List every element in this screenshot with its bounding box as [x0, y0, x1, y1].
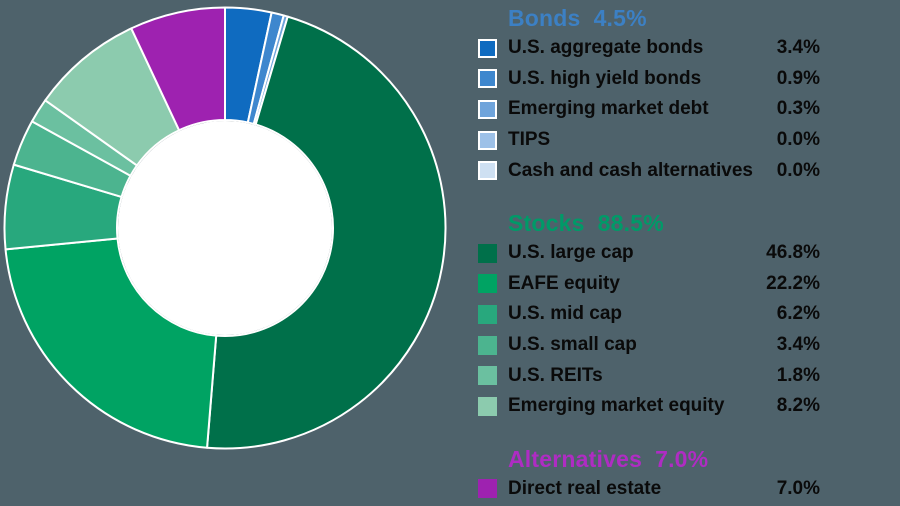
- section-title: Stocks: [508, 209, 585, 236]
- legend-item: U.S. mid cap 6.2%: [478, 299, 820, 330]
- donut-hole: [118, 121, 332, 335]
- legend-item-label: Emerging market debt: [508, 98, 709, 120]
- legend-item-label: EAFE equity: [508, 272, 620, 294]
- legend-item: EAFE equity 22.2%: [478, 269, 820, 300]
- legend-item: Emerging market equity 8.2%: [478, 391, 820, 422]
- legend-item: Cash and cash alternatives 0.0%: [478, 155, 820, 186]
- legend-section-stocks: Stocks 88.5% U.S. large cap 46.8% EAFE equit…: [478, 210, 820, 422]
- donut-segment: [130, 6, 226, 132]
- legend-item-value: 1.8%: [776, 364, 820, 386]
- legend-item-value: 3.4%: [776, 334, 820, 356]
- legend-item-label: TIPS: [508, 129, 551, 151]
- legend-section-bonds: Bonds 4.5% U.S. aggregate bonds 3.4% U.S. hi…: [478, 5, 820, 186]
- legend-section-header: Bonds 4.5%: [508, 5, 820, 31]
- donut-chart: [3, 6, 447, 450]
- legend-item-value: 0.3%: [776, 98, 820, 120]
- legend-swatch-icon: [478, 396, 497, 416]
- legend-item: U.S. REITs 1.8%: [478, 360, 820, 391]
- legend-swatch-icon: [478, 130, 497, 150]
- legend-item-value: 8.2%: [776, 395, 820, 417]
- legend-item-label: U.S. small cap: [508, 334, 637, 356]
- donut-segment: [206, 15, 447, 450]
- legend: Bonds 4.5% U.S. aggregate bonds 3.4% U.S. hi…: [478, 5, 820, 504]
- section-total: 4.5%: [593, 5, 647, 31]
- legend-swatch-icon: [478, 99, 497, 119]
- legend-swatch-icon: [478, 161, 497, 181]
- legend-item-value: 6.2%: [776, 303, 820, 325]
- legend-item-value: 46.8%: [766, 242, 820, 264]
- legend-item-value: 0.9%: [776, 67, 820, 89]
- legend-item-label: Cash and cash alternatives: [508, 159, 753, 181]
- section-title: Alternatives: [508, 445, 643, 472]
- legend-item-value: 22.2%: [766, 272, 820, 294]
- legend-swatch-icon: [478, 274, 497, 294]
- legend-swatch-icon: [478, 479, 497, 499]
- legend-item-label: U.S. mid cap: [508, 303, 623, 325]
- legend-item: U.S. small cap 3.4%: [478, 330, 820, 361]
- legend-item: Emerging market debt 0.3%: [478, 94, 820, 125]
- legend-item: TIPS 0.0%: [478, 125, 820, 156]
- legend-item-label: Direct real estate: [508, 477, 662, 499]
- section-total: 88.5%: [597, 209, 664, 236]
- legend-item: U.S. aggregate bonds 3.4%: [478, 33, 820, 64]
- legend-item-value: 3.4%: [776, 37, 820, 59]
- legend-swatch-icon: [478, 366, 497, 386]
- donut-chart-svg: [3, 6, 447, 450]
- legend-item-label: U.S. aggregate bonds: [508, 37, 704, 59]
- legend-item-label: U.S. REITs: [508, 364, 603, 386]
- legend-swatch-icon: [478, 38, 497, 58]
- legend-item: U.S. high yield bonds 0.9%: [478, 64, 820, 95]
- section-title: Bonds: [508, 5, 581, 31]
- donut-segment: [4, 237, 218, 449]
- legend-swatch-icon: [478, 243, 497, 263]
- legend-section-header: Stocks 88.5%: [508, 210, 820, 236]
- legend-section-header: Alternatives 7.0%: [508, 446, 820, 472]
- legend-item-value: 7.0%: [776, 477, 820, 499]
- legend-swatch-icon: [478, 335, 497, 355]
- legend-item-label: U.S. high yield bonds: [508, 67, 702, 89]
- legend-item-label: U.S. large cap: [508, 242, 634, 264]
- legend-swatch-icon: [478, 304, 497, 324]
- legend-item-value: 0.0%: [776, 129, 820, 151]
- legend-item: Direct real estate 7.0%: [478, 474, 820, 505]
- legend-item-label: Emerging market equity: [508, 395, 725, 417]
- section-total: 7.0%: [655, 445, 709, 472]
- legend-section-alternatives: Alternatives 7.0% Direct real estate 7.0%: [478, 446, 820, 505]
- legend-item: U.S. large cap 46.8%: [478, 238, 820, 269]
- legend-item-value: 0.0%: [776, 159, 820, 181]
- legend-swatch-icon: [478, 69, 497, 89]
